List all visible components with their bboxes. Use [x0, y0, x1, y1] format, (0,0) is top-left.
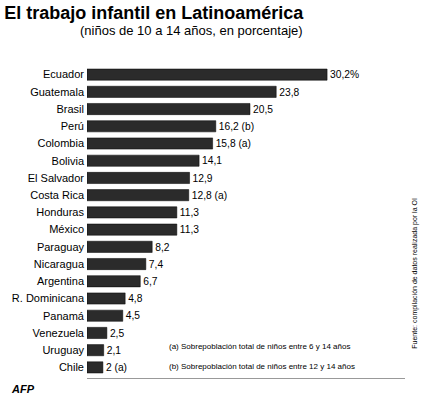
svg-text:6,7: 6,7 [143, 276, 158, 287]
svg-text:Paraguay: Paraguay [37, 241, 85, 253]
svg-text:Chile: Chile [59, 361, 84, 373]
svg-text:8,2: 8,2 [155, 242, 170, 253]
svg-text:12,9: 12,9 [193, 173, 213, 184]
svg-text:2,5: 2,5 [110, 328, 125, 339]
svg-text:30,2%: 30,2% [330, 69, 359, 80]
svg-text:16,2 (b): 16,2 (b) [219, 121, 254, 132]
svg-text:Colombia: Colombia [38, 137, 85, 149]
svg-text:El trabajo infantil en Latinoa: El trabajo infantil en Latinoamérica [4, 3, 304, 23]
svg-text:Ecuador: Ecuador [43, 68, 84, 80]
svg-text:7,4: 7,4 [149, 259, 164, 270]
svg-text:11,3: 11,3 [180, 207, 199, 218]
svg-text:Argentina: Argentina [37, 275, 85, 287]
svg-text:R. Dominicana: R. Dominicana [12, 292, 85, 304]
svg-text:Brasil: Brasil [56, 103, 84, 115]
svg-text:23,8: 23,8 [279, 87, 299, 98]
svg-text:Perú: Perú [61, 120, 84, 132]
svg-text:(b) Sobrepoblación total de ni: (b) Sobrepoblación total de niños entre … [169, 362, 355, 371]
svg-text:El Salvador: El Salvador [28, 172, 85, 184]
svg-text:Uruguay: Uruguay [42, 344, 84, 356]
svg-text:Panamá: Panamá [43, 310, 85, 322]
svg-text:(a) Sobrepoblación total de ni: (a) Sobrepoblación total de niños entre … [169, 342, 350, 351]
svg-text:Honduras: Honduras [36, 206, 84, 218]
svg-text:(niños de 10 a 14 años, en por: (niños de 10 a 14 años, en porcentaje) [80, 23, 303, 38]
svg-text:14,1: 14,1 [202, 155, 222, 166]
svg-text:Nicaragua: Nicaragua [34, 258, 85, 270]
svg-text:2,1: 2,1 [107, 345, 122, 356]
svg-text:Bolivia: Bolivia [52, 155, 85, 167]
svg-text:4,8: 4,8 [128, 293, 143, 304]
svg-text:4,5: 4,5 [126, 310, 141, 321]
svg-text:2 (a): 2 (a) [106, 362, 127, 373]
svg-text:AFP: AFP [11, 383, 35, 395]
svg-text:20,5: 20,5 [253, 104, 273, 115]
svg-text:Venezuela: Venezuela [33, 327, 85, 339]
svg-text:15,8 (a): 15,8 (a) [216, 138, 251, 149]
svg-text:Costa Rica: Costa Rica [30, 189, 85, 201]
svg-text:México: México [49, 223, 84, 235]
svg-text:12,8 (a): 12,8 (a) [192, 190, 227, 201]
svg-text:Fuente: compilación de datos r: Fuente: compilación de datos realizada p… [411, 198, 419, 349]
svg-text:Guatemala: Guatemala [30, 86, 85, 98]
svg-text:11,3: 11,3 [180, 224, 199, 235]
